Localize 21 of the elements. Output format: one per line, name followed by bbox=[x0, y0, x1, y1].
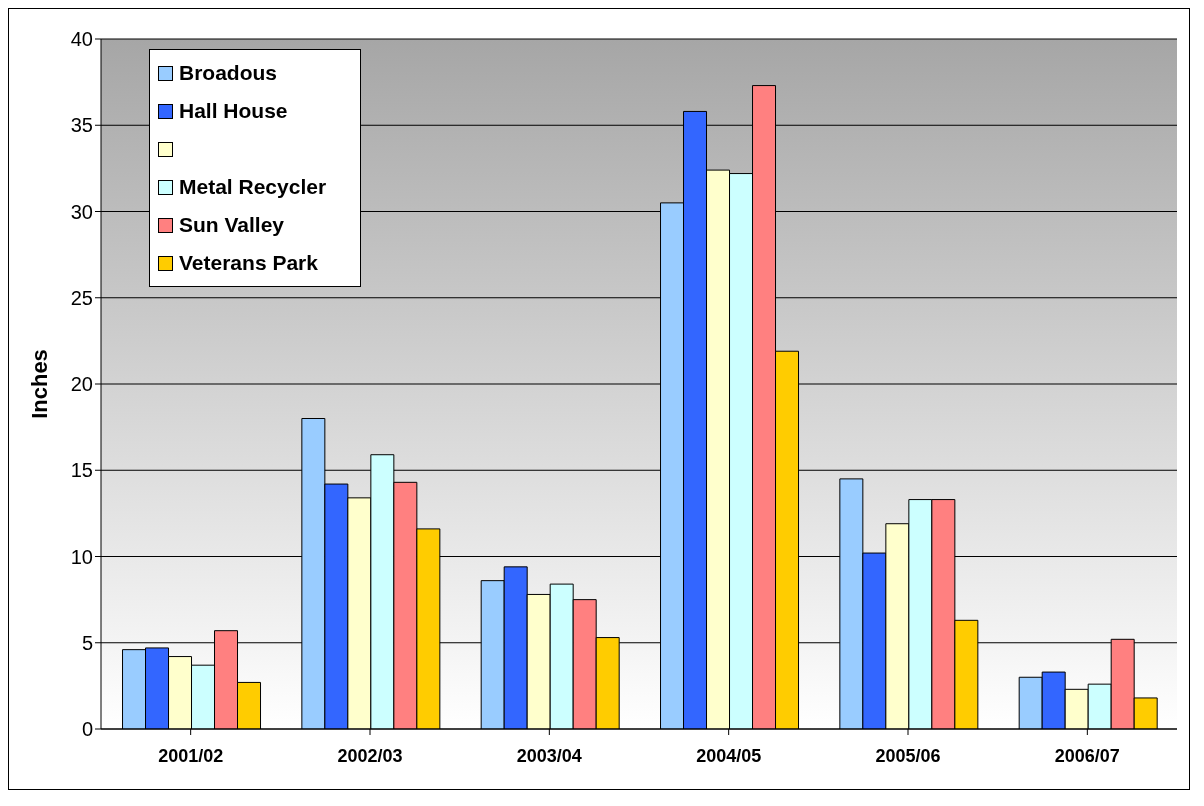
legend-label: Broadous bbox=[178, 60, 278, 86]
x-tick-label: 2005/06 bbox=[875, 745, 941, 766]
x-tick-label: 2001/02 bbox=[158, 745, 224, 766]
y-tick-label: 15 bbox=[70, 459, 93, 482]
y-tick-label: 5 bbox=[81, 631, 93, 654]
y-tick-label: 25 bbox=[70, 286, 93, 309]
legend-label: Metal Recycler bbox=[178, 174, 328, 200]
x-tick-label: 2003/04 bbox=[516, 745, 582, 766]
legend-label: Hall House bbox=[178, 98, 289, 124]
y-axis-title: Inches bbox=[26, 349, 52, 419]
y-tick-label: 0 bbox=[81, 718, 93, 741]
y-tick-label: 10 bbox=[70, 545, 93, 568]
legend-label: Sun Valley bbox=[178, 212, 286, 238]
x-tick-label: 2002/03 bbox=[337, 745, 403, 766]
y-tick-label: 40 bbox=[70, 28, 93, 51]
y-tick-label: 30 bbox=[70, 200, 93, 223]
x-tick-label: 2004/05 bbox=[696, 745, 762, 766]
y-tick-label: 35 bbox=[70, 114, 93, 137]
y-tick-label: 20 bbox=[70, 373, 93, 396]
legend-label: Veterans Park bbox=[178, 250, 319, 276]
x-tick-label: 2006/07 bbox=[1054, 745, 1120, 766]
